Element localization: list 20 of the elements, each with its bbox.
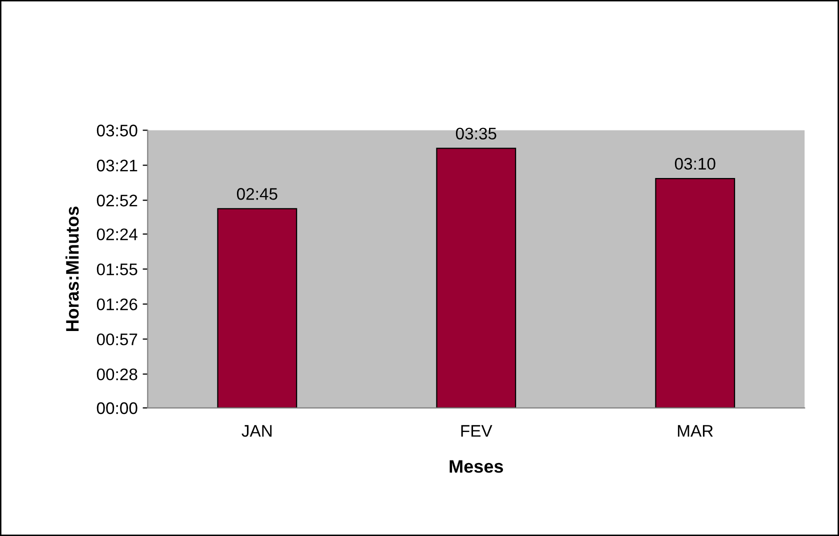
data-label: 03:35 — [456, 128, 496, 140]
data-label: 02:45 — [236, 188, 278, 200]
y-tick-label: 02:52 — [96, 194, 138, 206]
bar — [655, 178, 736, 408]
y-axis-title: Horas:Minutos — [66, 206, 79, 332]
y-tick-label: 00:00 — [96, 402, 138, 414]
data-label: 03:10 — [674, 158, 716, 170]
x-tick-label: MAR — [678, 425, 713, 437]
y-tick-label: 00:28 — [96, 368, 138, 380]
y-tick-label: 03:50 — [96, 124, 138, 136]
x-tick-label: JAN — [242, 425, 272, 437]
y-tick-label: 02:24 — [96, 228, 138, 240]
y-tick-label: 01:26 — [96, 298, 138, 310]
bar — [217, 208, 298, 408]
y-tick-label: 03:21 — [96, 160, 138, 172]
bar — [436, 148, 516, 408]
x-tick-label: FEV — [461, 425, 492, 437]
y-tick-label: 00:57 — [96, 333, 138, 346]
x-axis-title: Meses — [450, 460, 503, 473]
y-tick-label: 01:55 — [96, 263, 138, 276]
